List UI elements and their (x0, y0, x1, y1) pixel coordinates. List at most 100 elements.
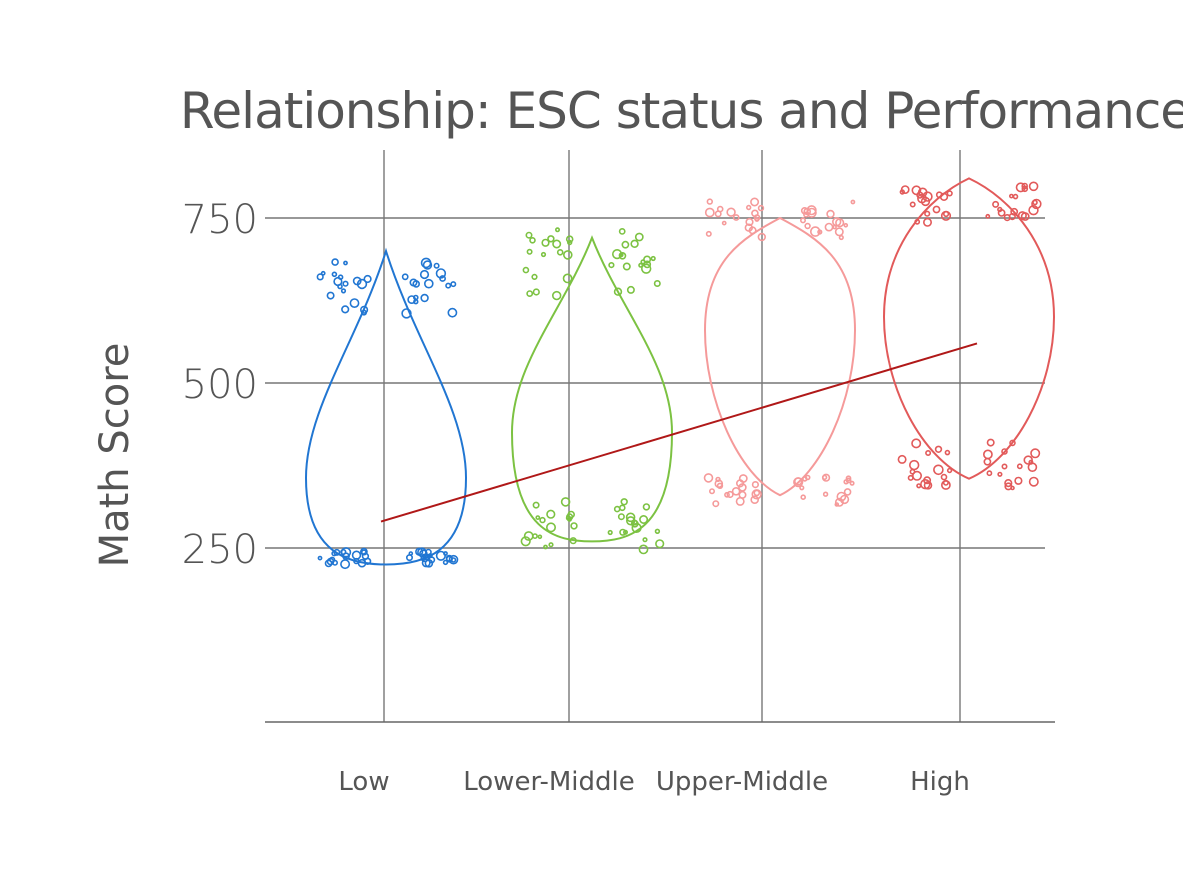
outlier-point (745, 217, 754, 227)
violin-3 (703, 216, 857, 497)
outlier-point (525, 231, 533, 239)
outlier-point (916, 483, 922, 489)
outlier-point (983, 449, 993, 460)
outlier-point (1030, 448, 1041, 459)
outlier-point (333, 276, 343, 287)
outlier-point (642, 503, 651, 511)
outlier-point (526, 290, 534, 297)
violin-4 (882, 177, 1056, 480)
outlier-point (826, 209, 835, 219)
outlier-point (562, 273, 573, 284)
outlier-point (640, 259, 646, 265)
outlier-point (341, 305, 350, 314)
outlier-point (613, 505, 621, 513)
outlier-point (407, 295, 417, 304)
outlier-point (607, 529, 613, 536)
outlier-point (834, 227, 844, 237)
outlier-point (343, 260, 348, 266)
outlier-point (983, 457, 992, 466)
outlier-point (946, 190, 953, 197)
outlier-point (712, 500, 720, 508)
outlier-point (703, 473, 714, 483)
outlier-point (541, 238, 550, 247)
outlier-point (822, 491, 829, 497)
outlier-point (845, 475, 852, 482)
outlier-point (634, 232, 644, 242)
y-tick-label-750: 750 (182, 197, 258, 243)
outlier-point (331, 258, 339, 266)
outlier-point (654, 528, 661, 534)
outlier-point (923, 480, 933, 490)
outlier-point (804, 222, 811, 230)
outlier-point (340, 288, 347, 294)
outlier-point (547, 235, 555, 243)
outlier-point (619, 528, 627, 536)
outlier-point (522, 266, 530, 274)
y-tick-labels: 250 500 750 (182, 197, 258, 573)
outlier-point (834, 502, 840, 507)
outlier-point (620, 498, 628, 506)
outlier-point (738, 483, 747, 492)
outlier-point (923, 476, 932, 485)
outlier-point (800, 494, 807, 501)
outlier-point (566, 239, 573, 246)
outlier-point (1009, 439, 1016, 447)
y-tick-label-500: 500 (182, 362, 258, 408)
outlier-point (850, 199, 856, 205)
outlier-point (1003, 214, 1011, 222)
outlier-point (548, 542, 554, 548)
outlier-point (539, 516, 546, 524)
outlier-point (907, 474, 914, 481)
outlier-point (1028, 476, 1039, 487)
outlier-point (611, 249, 623, 260)
outlier-point (801, 476, 808, 482)
outlier-point (401, 308, 412, 319)
x-category-label-3: Upper-Middle (656, 767, 828, 797)
outlier-point (922, 217, 932, 227)
outlier-point (1032, 199, 1038, 206)
outlier-point (618, 227, 626, 235)
outlier-point (944, 449, 951, 456)
outlier-point (353, 557, 360, 565)
outlier-point (638, 544, 649, 555)
outlier-point (448, 554, 459, 565)
outlier-point (326, 557, 335, 566)
outlier-point (409, 278, 418, 287)
outlier-point (617, 513, 625, 521)
outlier-point (450, 281, 457, 288)
outlier-point (419, 269, 430, 280)
outlier-point (638, 262, 644, 268)
outlier-point (1004, 479, 1013, 488)
outlier-point (925, 449, 932, 456)
outlier-point (843, 223, 849, 228)
outlier-point (897, 454, 907, 464)
outlier-point (911, 438, 922, 449)
outlier-point (946, 467, 953, 474)
outlier-point (750, 197, 760, 207)
outlier-point (908, 459, 920, 471)
outlier-point (317, 555, 323, 561)
x-category-label-1: Low (338, 767, 389, 797)
outlier-point (716, 482, 724, 489)
outlier-point (333, 548, 341, 556)
outlier-point (751, 489, 762, 500)
outlier-point (420, 553, 430, 563)
outlier-point (324, 559, 333, 568)
outlier-point (754, 217, 760, 222)
outlier-point (320, 270, 326, 276)
outlier-point (1027, 462, 1038, 473)
outlier-point (1016, 463, 1023, 470)
outlier-point (540, 251, 547, 258)
outlier-point (520, 536, 531, 547)
outlier-point (422, 260, 433, 270)
outlier-point (849, 480, 855, 486)
outlier-point (349, 298, 360, 308)
y-axis-label: Math Score (92, 343, 138, 568)
outlier-point (570, 522, 578, 530)
outlier-point (914, 218, 921, 225)
trend-line-group (380, 342, 978, 523)
outlier-point (352, 276, 362, 286)
outlier-point (750, 495, 760, 505)
outlier-point (757, 204, 765, 212)
outlier-point (803, 207, 812, 216)
